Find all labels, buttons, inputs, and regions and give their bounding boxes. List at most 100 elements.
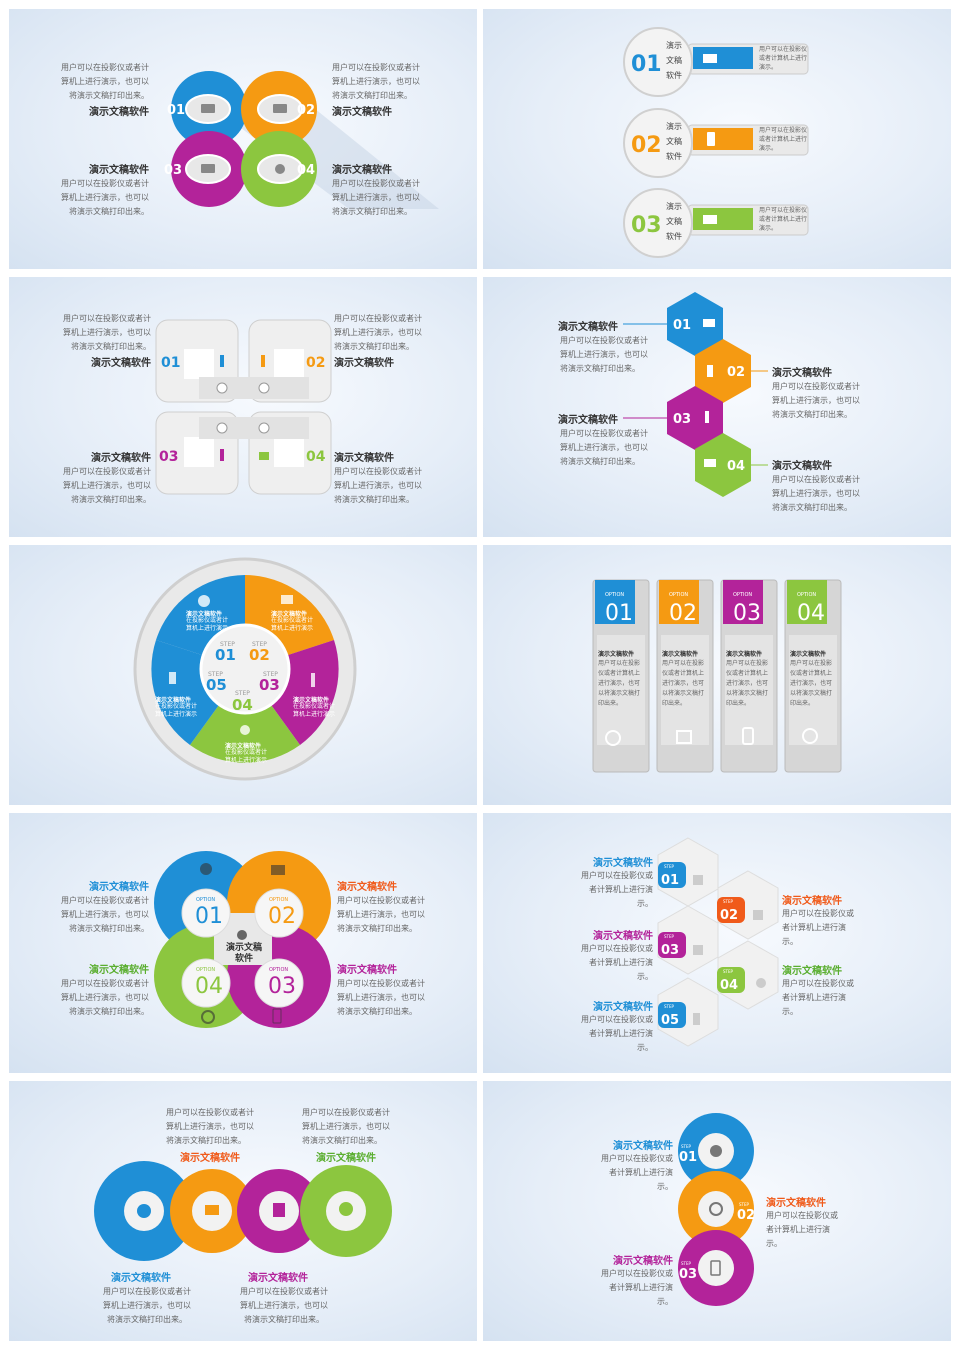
slide-6-option-cards: OPTION OPTION OPTION OPTION 01 02 03 04 … (483, 545, 951, 805)
step-label-01: STEP (220, 641, 235, 648)
windmill-graphic: 01 02 03 04 (155, 319, 332, 495)
title-01: 演示文稿软件 (89, 107, 149, 118)
step-label-03: STEP (263, 671, 278, 678)
card-text-01: 用户可以在投影 仪或者计算机上 进行演示，也可 以将演示文稿打 印出来。 (598, 660, 641, 707)
ring-stack-graphic: STEP STEP STEP 01 02 03 (678, 1113, 755, 1306)
num-03: 03 (673, 412, 691, 427)
desc-02: 用户可以在投影仪 或者计算机上进行 演示。 (759, 127, 808, 152)
option-label-04: OPTION (196, 967, 215, 973)
step-label-02: STEP (739, 1202, 750, 1207)
laptop-icon (703, 319, 715, 327)
globe-icon (275, 164, 285, 174)
card-header-03 (723, 580, 763, 624)
puzzle-graphic: 01 02 03 04 (164, 71, 439, 209)
title-04: 演示文稿软件 (89, 965, 149, 976)
body-text-04: 用户可以在投影仪或者计 算机上进行演示，也可以 将演示文稿打印出来。 (61, 979, 149, 1016)
title-02: 演示文稿软件 (334, 358, 394, 369)
presentation-icon (753, 910, 763, 920)
title-04: 演示文稿软件 (782, 966, 842, 977)
presentation-icon (205, 1205, 219, 1215)
slide-8-hex-steps: STEP STEP STEP STEP STEP 01 02 03 04 05 … (483, 813, 951, 1073)
body-text-04: 用户可以在投影仪或者计 算机上进行演示，也可以 将演示文稿打印出来。 (302, 1108, 390, 1145)
tab-row-02 (623, 108, 809, 178)
num-04: 04 (727, 459, 745, 474)
trophy-icon (261, 355, 265, 367)
body-text-01: 用户可以在投影仪或者计 算机上进行演示，也可以 将演示文稿打印出来。 (61, 896, 149, 933)
wedge-title-03: 演示文稿软件 (293, 697, 330, 704)
num-01: 01 (661, 873, 679, 888)
body-text-04: 用户可以在投影仪或者计 算机上进行演示，也可以 将演示文稿打印出来。 (332, 179, 420, 216)
step-label-03: STEP (681, 1261, 692, 1266)
head-icon (710, 1145, 722, 1157)
body-text-01: 用户可以在投影仪或 者计算机上进行演 示。 (581, 871, 653, 908)
slide-7-clover-rings: OPTION OPTION OPTION OPTION 01 02 03 04 … (9, 813, 477, 1073)
desc-01: 用户可以在投影仪 或者计算机上进行 演示。 (759, 46, 808, 71)
step-label-02: STEP (252, 641, 267, 648)
num-02: 02 (737, 1208, 755, 1223)
card-header-02 (659, 580, 699, 624)
num-02: 02 (727, 365, 745, 380)
title-02: 演示文稿软件 (782, 896, 842, 907)
wedge-title-02: 演示文稿软件 (271, 611, 308, 618)
step-label-01: STEP (681, 1144, 692, 1149)
target-icon (756, 978, 766, 988)
hex-steps-graphic: STEP STEP STEP STEP STEP 01 02 03 04 05 (657, 837, 779, 1047)
head-icon (198, 595, 210, 607)
title-01: 演示文稿软件 (89, 882, 149, 893)
wedge-text-03: 在投影仪或者计 算机上进行演示 (293, 703, 336, 718)
wedge-text-04: 在投影仪或者计 算机上进行演示 (225, 749, 268, 764)
num-04: 04 (306, 449, 326, 465)
label-01: 演示 文稿 软件 (666, 41, 682, 80)
monitor-icon (201, 164, 215, 173)
num-04: 04 (297, 163, 315, 178)
title-02: 演示文稿软件 (180, 1153, 240, 1164)
step-label-05: STEP (664, 1004, 675, 1009)
option-label-03: OPTION (733, 592, 752, 598)
num-05: 05 (661, 1013, 679, 1028)
wedge-text-01: 在投影仪或者计 算机上进行演示 (186, 617, 229, 632)
phone-icon (710, 1260, 721, 1276)
body-text-02: 用户可以在投影仪或者计 算机上进行演示，也可以 将演示文稿打印出来。 (334, 314, 422, 351)
num-02: 02 (268, 904, 296, 929)
card-text-03: 用户可以在投影 仪或者计算机上 进行演示，也可 以将演示文稿打 印出来。 (726, 660, 769, 707)
title-03: 演示文稿软件 (337, 965, 397, 976)
option-label-02: OPTION (669, 592, 688, 598)
num-04: 04 (720, 978, 738, 993)
num-04: 04 (797, 601, 825, 626)
step-badge-03 (658, 932, 686, 958)
num-03: 03 (268, 974, 296, 999)
phone-icon (707, 132, 715, 146)
body-text-02: 用户可以在投影仪或 者计算机上进行演 示。 (766, 1211, 838, 1248)
step-label-04: STEP (235, 690, 250, 697)
body-text-03: 用户可以在投影仪或 者计算机上进行演 示。 (601, 1269, 673, 1306)
presentation-icon (281, 595, 293, 604)
bulb-icon (802, 728, 818, 744)
body-text-02: 用户可以在投影仪或者计 算机上进行演示，也可以 将演示文稿打印出来。 (332, 63, 420, 100)
num-03: 03 (259, 676, 280, 694)
label-03: 演示 文稿 软件 (666, 202, 682, 241)
title-04: 演示文稿软件 (334, 453, 394, 464)
desc-03: 用户可以在投影仪 或者计算机上进行 演示。 (759, 207, 808, 232)
toolbox-icon (273, 104, 287, 113)
phone-icon (272, 1008, 282, 1024)
num-03: 03 (631, 213, 662, 238)
target-icon (201, 1010, 215, 1024)
monitor-icon (704, 459, 716, 467)
card-title-04: 演示文稿软件 (790, 651, 827, 658)
title-03: 演示文稿软件 (248, 1273, 308, 1284)
num-05: 05 (206, 676, 227, 694)
slide-9-ring-chain: 用户可以在投影仪或者计 算机上进行演示，也可以 将演示文稿打印出来。 演示文稿软… (9, 1081, 477, 1341)
head-icon (200, 863, 212, 875)
option-label-01: OPTION (196, 897, 215, 903)
num-03: 03 (661, 943, 679, 958)
num-04: 04 (232, 696, 253, 714)
title-01: 演示文稿软件 (593, 858, 653, 869)
body-text-03: 用户可以在投影仪或者计 算机上进行演示，也可以 将演示文稿打印出来。 (63, 467, 151, 504)
phone-icon (707, 365, 713, 377)
title-02: 演示文稿软件 (766, 1198, 826, 1209)
body-text-04: 用户可以在投影仪或 者计算机上进行演 示。 (782, 979, 854, 1016)
num-03: 03 (164, 163, 182, 178)
num-03: 03 (733, 601, 761, 626)
title-02: 演示文稿软件 (332, 107, 392, 118)
num-01: 01 (167, 103, 185, 118)
